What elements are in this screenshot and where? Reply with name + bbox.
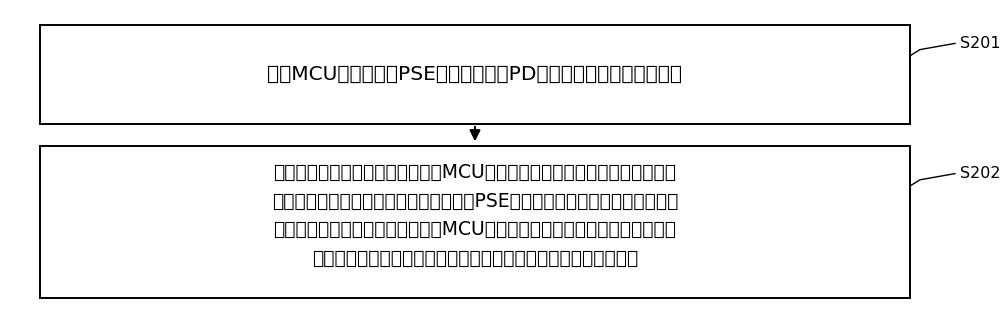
Text: S202: S202 [960,166,1000,181]
Text: 在负载电流大于第一阈值时，利用MCU控制器向功率扩展模块发送第一控制信
号，以使得功率扩展模块中的第一电阻与PSE控制器中的采样电阻并联连接；或
在负载电流小于: 在负载电流大于第一阈值时，利用MCU控制器向功率扩展模块发送第一控制信 号，以使… [272,163,678,268]
Text: 利用MCU控制器检测PSE控制器在外部PD设备接通供电时的负载电流: 利用MCU控制器检测PSE控制器在外部PD设备接通供电时的负载电流 [268,65,682,84]
FancyBboxPatch shape [40,25,910,124]
Text: S201: S201 [960,36,1000,51]
FancyBboxPatch shape [40,146,910,298]
